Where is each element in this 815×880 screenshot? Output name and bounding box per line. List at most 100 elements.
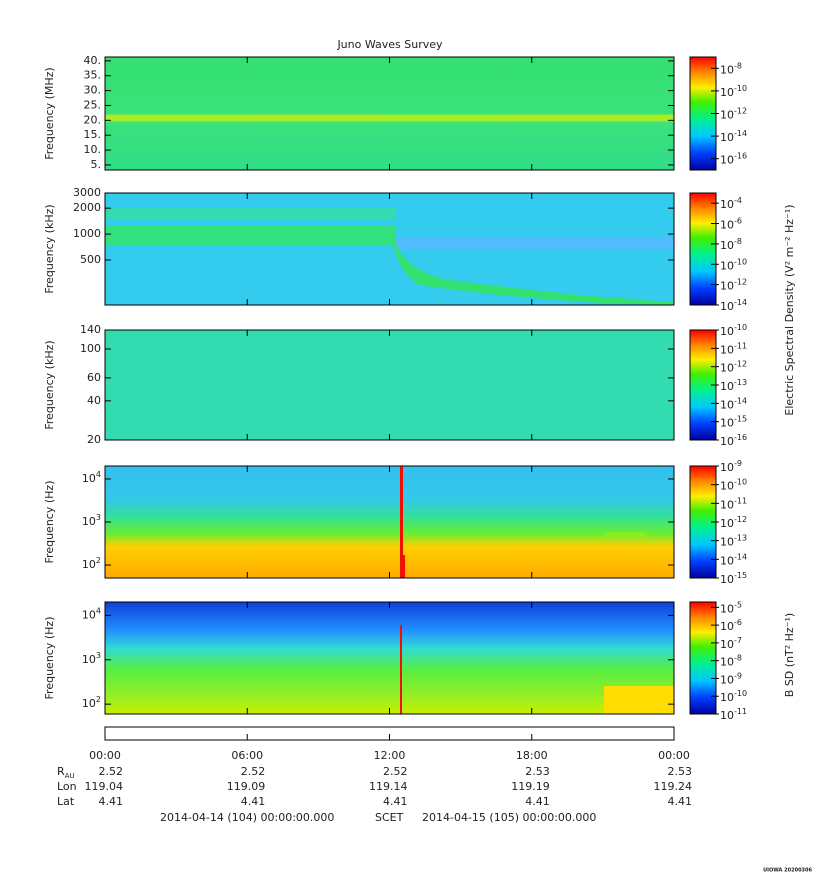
colorbar-tick-label-base: 10 [720,343,734,356]
row-value: 2.53 [525,765,550,778]
row-label: Lat [57,795,75,808]
colorbar-tick-label: 10-11 [720,341,747,357]
colorbar-tick-label: 10-15 [720,414,747,430]
row-value: 119.24 [654,780,693,793]
colorbar-tick-label-exp: -15 [734,571,747,580]
row-value: 4.41 [383,795,408,808]
colorbar-tick-label-exp: -9 [734,671,742,680]
colorbar-tick-label-base: 10 [720,498,734,511]
colorbar-tick-label-base: 10 [720,461,734,474]
colorbar-tick-label: 10-14 [720,552,747,568]
colorbar-tick-label-exp: -12 [734,359,747,368]
colorbar-tick-label: 10-11 [720,707,747,723]
row-value: 4.41 [525,795,550,808]
y-tick-label: 15. [84,128,102,141]
y-tick-label-base: 10 [82,653,96,666]
y-tick-label: 2000 [73,201,101,214]
colorbar-tick-label: 10-6 [720,216,742,232]
y-tick-label-base: 10 [82,608,96,621]
colorbar-tick-label-base: 10 [720,709,734,722]
colorbar-tick-label-exp: -5 [734,600,742,609]
y-tick-label: 40 [87,394,101,407]
end-time: 2014-04-15 (105) 00:00:00.000 [422,811,596,824]
colorbar-tick-label-exp: -12 [734,106,747,115]
y-tick-label-exp: 2 [96,695,101,704]
colorbar-tick-label-base: 10 [720,325,734,338]
colorbar-tick-label-exp: -14 [734,298,747,307]
y-tick-label: 102 [82,556,101,572]
colorbar-tick-label-exp: -6 [734,618,742,627]
colorbar-tick-label-exp: -11 [734,707,747,716]
colorbar-tick-label-base: 10 [720,691,734,704]
y-tick-label: 103 [82,513,101,529]
colorbar-tick-label: 10-8 [720,653,742,669]
colorbar-tick-label: 10-12 [720,359,747,375]
y-tick-label: 40. [84,54,102,67]
colorbar-tick-label-exp: -6 [734,216,742,225]
x-tick-label: 12:00 [374,749,406,762]
y-tick-label: 102 [82,695,101,711]
colorbar-tick-label-base: 10 [720,280,734,293]
colorbar-tick-label-base: 10 [720,517,734,530]
colorbar-tick-label-exp: -14 [734,129,747,138]
colorbar-tick-label: 10-5 [720,600,742,616]
colorbar-tick-label: 10-7 [720,635,742,651]
row-label-text: Lon [57,780,77,793]
colorbar-tick-label: 10-9 [720,459,742,475]
y-tick-label: 140 [80,323,101,336]
y-tick-label-base: 10 [82,697,96,710]
colorbar-tick-label-base: 10 [720,638,734,651]
colorbar-tick-label: 10-15 [720,571,747,587]
colorbar-tick-label-base: 10 [720,435,734,448]
colorbar-tick-label-exp: -9 [734,459,742,468]
y-tick-label: 20. [84,113,102,126]
colorbar-tick-label-exp: -12 [734,515,747,524]
colorbar-tick-label-exp: -10 [734,689,747,698]
colorbar-tick-label-base: 10 [720,362,734,375]
colorbar-tick-label-exp: -10 [734,83,747,92]
row-value: 2.52 [241,765,266,778]
colorbar-tick-label-exp: -11 [734,341,747,350]
colorbar-tick-label-base: 10 [720,554,734,567]
row-label: Lon [57,780,77,793]
colorbar-tick-label: 10-12 [720,106,747,122]
y-tick-label-exp: 4 [96,606,101,615]
y-tick-label-exp: 2 [96,556,101,565]
row-value: 4.41 [241,795,266,808]
colorbar-tick-label-base: 10 [720,398,734,411]
y-tick-label: 1000 [73,227,101,240]
row-value: 4.41 [668,795,693,808]
y-tick-label-base: 10 [82,558,96,571]
colorbar-tick-label-base: 10 [720,63,734,76]
colorbar-tick-label-exp: -8 [734,653,742,662]
colorbar-tick-label: 10-16 [720,151,747,167]
credit: UIOWA 20200306 [763,868,812,874]
colorbar-tick-label-base: 10 [720,656,734,669]
colorbar-tick-label-exp: -12 [734,277,747,286]
colorbar-label: B SD (nT² Hz⁻¹) [783,613,796,697]
x-tick-label: 00:00 [658,749,690,762]
y-tick-label: 5. [91,158,102,171]
row-value: 119.19 [511,780,550,793]
colorbar-tick-label: 10-14 [720,396,747,412]
y-axis-label: Frequency (kHz) [43,340,56,429]
colorbar-tick-label: 10-12 [720,277,747,293]
row-value: 2.52 [99,765,124,778]
colorbar-tick-label-exp: -16 [734,151,747,160]
colorbar-tick-label-exp: -7 [734,635,742,644]
colorbar-tick-label: 10-13 [720,533,747,549]
colorbar-tick-label: 10-4 [720,196,742,212]
colorbar-tick-label-exp: -13 [734,378,747,387]
colorbar-tick-label: 10-8 [720,61,742,77]
colorbar-tick-label-base: 10 [720,219,734,232]
colorbar-tick-label: 10-14 [720,129,747,145]
y-tick-label: 104 [82,606,101,622]
colorbar-tick-label: 10-6 [720,618,742,634]
y-tick-label: 100 [80,342,101,355]
colorbar-tick-label-base: 10 [720,154,734,167]
colorbar-tick-label-base: 10 [720,131,734,144]
y-axis-label: Frequency (Hz) [43,481,56,564]
colorbar-tick-label-base: 10 [720,198,734,211]
colorbar-tick-label-exp: -10 [734,477,747,486]
y-tick-label-base: 10 [82,472,96,485]
